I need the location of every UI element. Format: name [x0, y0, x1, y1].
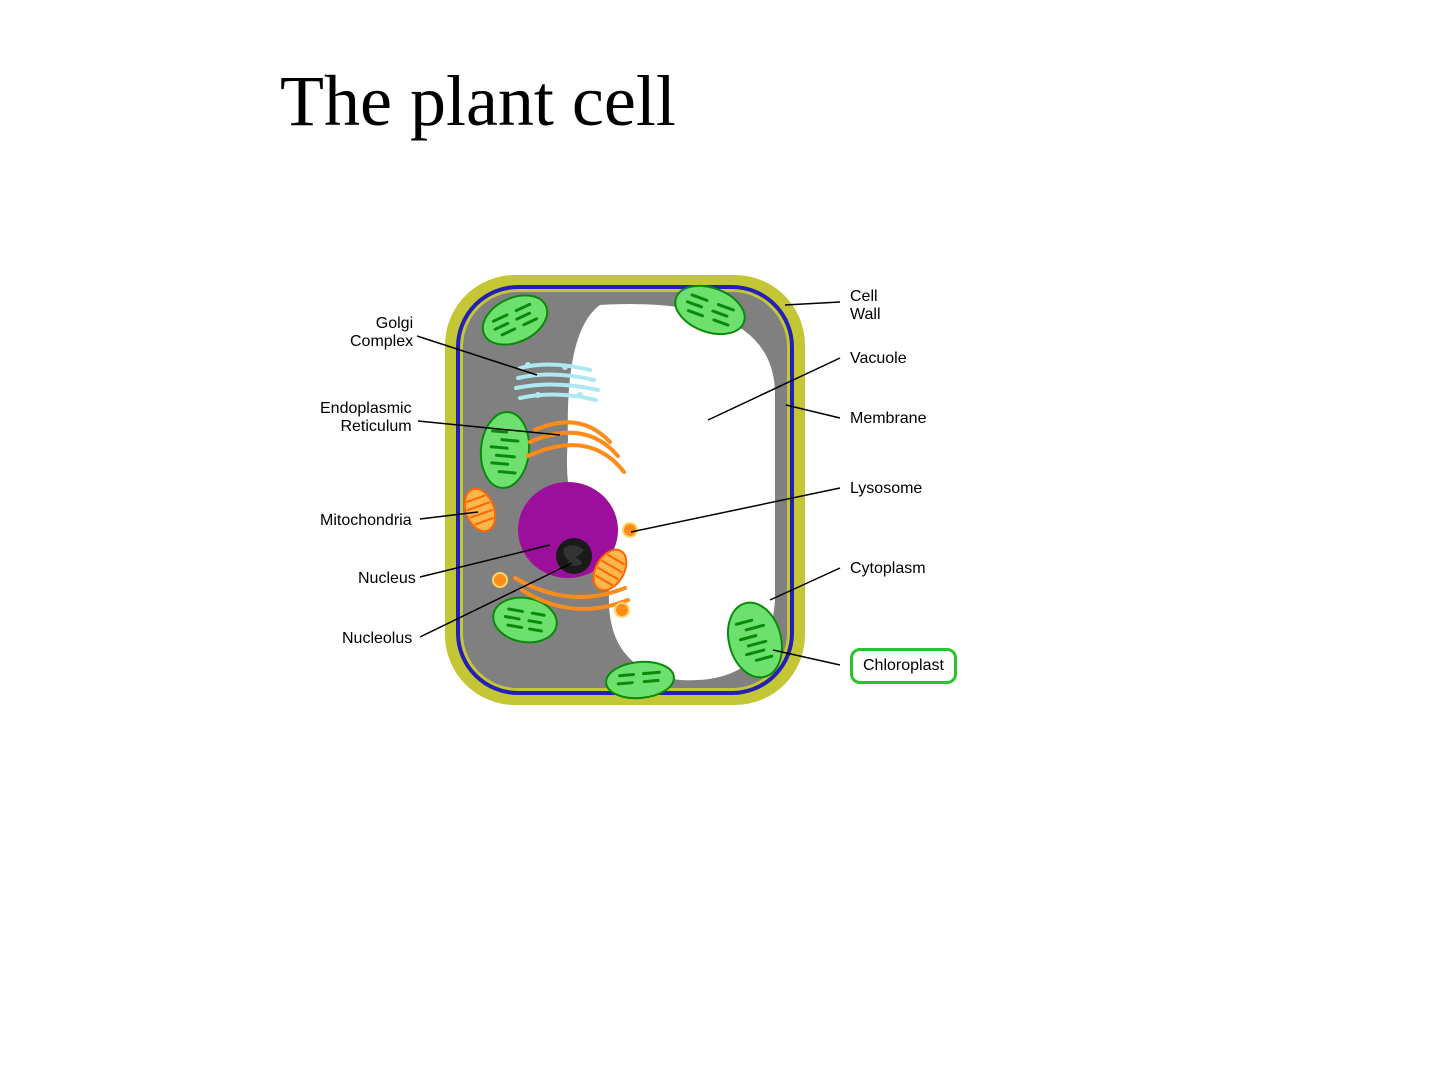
label-nucleus: Nucleus — [358, 570, 416, 588]
cell-svg — [310, 260, 1010, 780]
plant-cell-diagram: CellWall Vacuole Membrane Lysosome Cytop… — [310, 260, 1010, 780]
lysosome — [493, 573, 507, 587]
label-vacuole: Vacuole — [850, 350, 907, 368]
label-cytoplasm: Cytoplasm — [850, 560, 926, 578]
label-membrane: Membrane — [850, 410, 926, 428]
label-chloroplast: Chloroplast — [850, 648, 957, 684]
lysosome — [615, 603, 629, 617]
label-cell-wall: CellWall — [850, 288, 881, 325]
label-lysosome: Lysosome — [850, 480, 922, 498]
label-er: EndoplasmicReticulum — [320, 400, 412, 437]
page-title: The plant cell — [280, 60, 676, 143]
label-mitochondria: Mitochondria — [320, 512, 412, 530]
lysosome — [623, 523, 637, 537]
label-nucleolus: Nucleolus — [342, 630, 412, 648]
label-golgi: GolgiComplex — [350, 315, 413, 352]
